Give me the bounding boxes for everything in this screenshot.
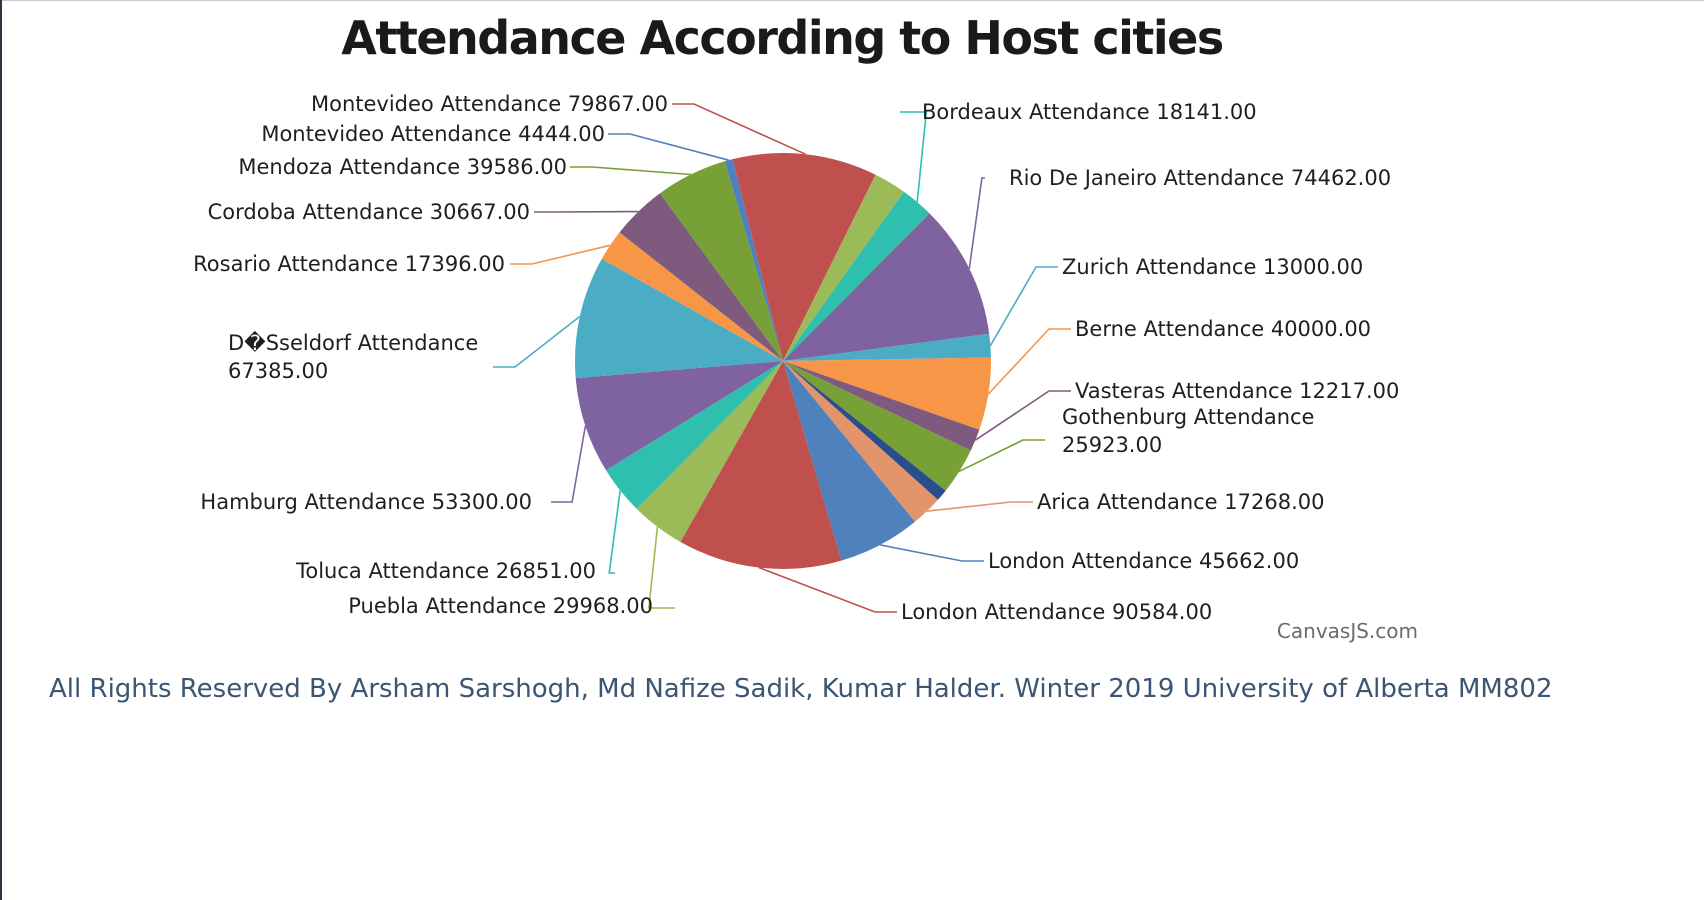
slice-labels: Montevideo Attendance 79867.00 Bordeaux A… bbox=[193, 92, 1399, 624]
slice-label-17: Cordoba Attendance 30667.00 bbox=[208, 200, 530, 224]
slice-label-3: Rio De Janeiro Attendance 74462.00 bbox=[1009, 166, 1391, 190]
left-border bbox=[0, 0, 2, 900]
leader-line-3 bbox=[968, 177, 985, 269]
pie-slice-15[interactable] bbox=[574, 258, 783, 379]
leader-line-7 bbox=[958, 439, 1045, 473]
leader-line-10 bbox=[879, 544, 984, 562]
slice-label-5: Berne Attendance 40000.00 bbox=[1075, 317, 1371, 341]
top-border bbox=[0, 0, 1704, 1]
leader-line-5 bbox=[987, 328, 1071, 395]
pie-slice-2[interactable] bbox=[783, 191, 930, 361]
pie-chart: Attendance According to Host cities Mont… bbox=[193, 11, 1418, 643]
pie-slice-13[interactable] bbox=[605, 361, 783, 509]
leader-line-14 bbox=[551, 425, 587, 503]
slice-label-4: Zurich Attendance 13000.00 bbox=[1062, 255, 1363, 279]
leader-line-13 bbox=[608, 490, 621, 574]
leader-line-18 bbox=[570, 166, 692, 176]
pie-slice-0[interactable] bbox=[732, 153, 876, 361]
pie-slice-3[interactable] bbox=[783, 213, 990, 361]
pie-slice-18[interactable] bbox=[659, 161, 783, 361]
leader-line-17 bbox=[534, 210, 639, 213]
pie-slice-1[interactable] bbox=[783, 174, 905, 361]
slice-label-12: Puebla Attendance 29968.00 bbox=[348, 594, 653, 618]
pie-slice-10[interactable] bbox=[783, 361, 915, 561]
pie-slice-5[interactable] bbox=[783, 357, 991, 430]
chart-title: Attendance According to Host cities bbox=[341, 11, 1223, 65]
slice-label-16: Rosario Attendance 17396.00 bbox=[193, 252, 505, 276]
pie-slice-6[interactable] bbox=[783, 361, 980, 451]
slice-label-11: London Attendance 90584.00 bbox=[901, 600, 1212, 624]
slice-label-10: London Attendance 45662.00 bbox=[988, 549, 1299, 573]
leader-line-6 bbox=[974, 390, 1071, 441]
pie-slice-4[interactable] bbox=[783, 333, 991, 361]
slice-label-19: Montevideo Attendance 4444.00 bbox=[261, 122, 605, 146]
pie-slice-17[interactable] bbox=[619, 193, 783, 361]
leader-line-19 bbox=[608, 133, 729, 161]
pie-slices bbox=[574, 153, 991, 569]
slice-label-14: Hamburg Attendance 53300.00 bbox=[200, 490, 532, 514]
leader-line-12 bbox=[648, 526, 675, 609]
pie-slice-9[interactable] bbox=[783, 361, 938, 522]
pie-slice-11[interactable] bbox=[680, 361, 842, 569]
pie-chart-svg: Attendance According to Host cities Mont… bbox=[193, 11, 1418, 643]
pie-slice-16[interactable] bbox=[601, 232, 783, 361]
slice-label-7: Gothenburg Attendance 25923.00 bbox=[1062, 405, 1314, 457]
slice-label-6: Vasteras Attendance 12217.00 bbox=[1075, 379, 1399, 403]
leader-line-16 bbox=[510, 244, 611, 265]
canvasjs-credit[interactable]: CanvasJS.com bbox=[1277, 619, 1418, 643]
pie-slice-12[interactable] bbox=[636, 361, 783, 542]
slice-label-18: Mendoza Attendance 39586.00 bbox=[238, 155, 567, 179]
slice-label-9: Arica Attendance 17268.00 bbox=[1037, 490, 1324, 514]
leader-line-4 bbox=[989, 266, 1058, 347]
footer-copyright: All Rights Reserved By Arsham Sarshogh, … bbox=[49, 674, 1553, 704]
slice-label-2: Bordeaux Attendance 18141.00 bbox=[922, 100, 1257, 124]
pie-slice-8[interactable] bbox=[783, 361, 946, 500]
leader-line-2 bbox=[900, 111, 928, 203]
leader-line-11 bbox=[758, 566, 897, 613]
pie-slice-19[interactable] bbox=[724, 159, 783, 361]
leader-line-9 bbox=[926, 501, 1033, 512]
leader-line-15 bbox=[493, 315, 581, 368]
leader-lines bbox=[493, 103, 1071, 613]
slice-label-15: D�Sseldorf Attendance 67385.00 bbox=[228, 330, 478, 383]
slice-label-0: Montevideo Attendance 79867.00 bbox=[311, 92, 668, 116]
leader-line-0 bbox=[672, 103, 806, 155]
pie-slice-7[interactable] bbox=[783, 361, 971, 491]
pie-slice-14[interactable] bbox=[575, 361, 783, 471]
slice-label-13: Toluca Attendance 26851.00 bbox=[295, 559, 596, 583]
